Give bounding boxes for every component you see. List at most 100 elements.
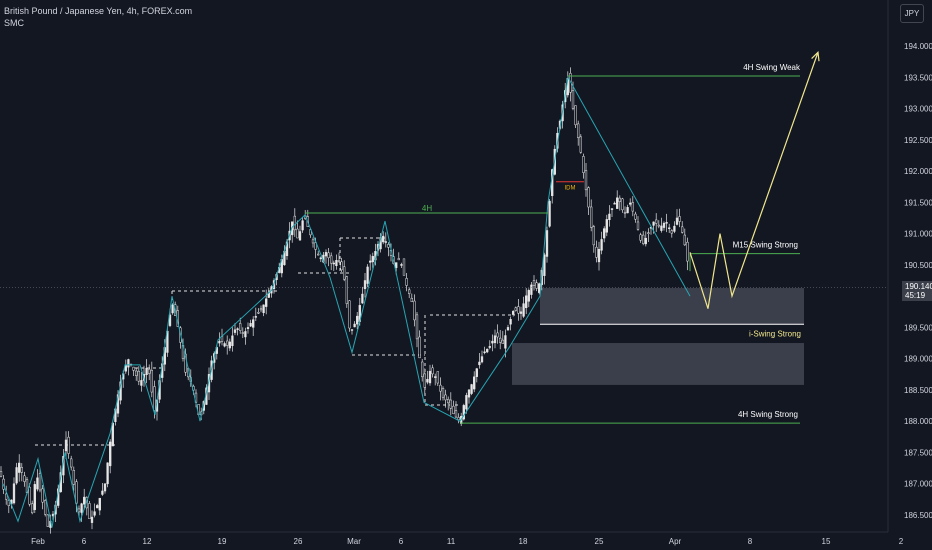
zone-box [512, 343, 804, 385]
candle-body [431, 367, 434, 375]
candle-body [171, 304, 174, 314]
candle-body [41, 488, 44, 503]
candle-body [421, 361, 424, 378]
candle-body [252, 319, 255, 328]
candle-body [675, 217, 679, 225]
swing-strong-label: 4H Swing Strong [738, 410, 798, 419]
candle-body [319, 257, 322, 260]
candle-body [501, 339, 504, 344]
candle-body [545, 230, 549, 257]
candle-body [480, 356, 484, 363]
zigzag-line [2, 75, 691, 528]
candle-body [400, 264, 403, 266]
candle-body [462, 405, 465, 420]
candle-body [111, 422, 114, 447]
candle-body [101, 490, 104, 495]
candle-body [96, 505, 99, 509]
candle-body [18, 462, 21, 473]
currency-button[interactable]: JPY [900, 4, 924, 23]
candle-body [46, 514, 49, 527]
candle-body [228, 341, 231, 349]
candle-body [335, 260, 338, 266]
candle-body [610, 208, 614, 210]
candle-body [153, 386, 156, 411]
time-tick-label: Apr [669, 537, 682, 546]
candle-body [387, 244, 390, 248]
candle-body [592, 226, 595, 246]
time-tick-label: 2 [899, 537, 904, 546]
price-tick-label: 187.000 [904, 480, 932, 489]
candle-body [405, 278, 408, 286]
candle-body [683, 234, 686, 246]
candle-body [488, 346, 491, 348]
candle-body [80, 503, 83, 513]
candle-body [98, 497, 101, 511]
time-tick-label: 25 [595, 537, 604, 546]
candle-body [397, 258, 400, 261]
candle-body [90, 516, 94, 523]
candle-body [582, 156, 585, 173]
candle-body [236, 328, 239, 330]
candle-body [415, 314, 419, 340]
i-swing-label: i-Swing Strong [749, 329, 801, 338]
candle-body [467, 389, 471, 398]
candle-body [137, 370, 140, 382]
candle-body [345, 276, 348, 304]
candle-body [636, 221, 640, 230]
candle-body [530, 284, 533, 295]
candle-body [475, 368, 478, 377]
candle-body [254, 316, 257, 318]
zone-box [540, 288, 804, 325]
candle-body [145, 367, 148, 376]
candle-body [584, 170, 588, 191]
price-tick-label: 191.000 [904, 230, 932, 239]
price-tick-label: 194.000 [904, 42, 932, 51]
candle-body [465, 395, 468, 410]
candle-body [681, 226, 684, 233]
candle-body [226, 340, 229, 346]
candle-body [483, 351, 486, 354]
candle-body [116, 394, 120, 414]
candle-body [259, 308, 263, 311]
candle-body [571, 90, 575, 109]
candle-body [473, 376, 476, 390]
candle-body [109, 441, 112, 467]
candle-body [20, 467, 23, 473]
candle-body [293, 215, 296, 231]
time-tick-label: 15 [822, 537, 831, 546]
candle-body [678, 216, 681, 222]
candle-body [72, 470, 75, 485]
candle-body [597, 248, 601, 263]
candle-body [595, 246, 598, 258]
candle-body [423, 373, 426, 388]
candle-body [434, 376, 437, 378]
candle-body [249, 323, 252, 327]
candle-body [127, 359, 130, 368]
candle-body [603, 228, 606, 239]
m15-level-label: M15 Swing Strong [733, 241, 798, 250]
candle-body [265, 298, 268, 307]
projection-path [689, 52, 819, 309]
candle-body [244, 331, 247, 338]
candle-body [23, 475, 26, 482]
candle-body [348, 300, 351, 329]
candle-body [486, 348, 489, 353]
candle-body [0, 471, 3, 477]
candle-body [36, 477, 39, 490]
price-tick-label: 191.500 [904, 198, 932, 207]
candle-body [631, 202, 634, 212]
candle-body [436, 371, 439, 384]
candle-body [587, 187, 590, 208]
candle-body [496, 332, 499, 338]
indicator-label: SMC [4, 18, 24, 28]
candle-body [148, 368, 151, 374]
candle-body [655, 219, 658, 224]
candle-body [350, 329, 354, 331]
h4-level-label: 4H [422, 204, 432, 213]
candle-body [330, 255, 333, 264]
candle-body [77, 508, 81, 513]
candle-body [491, 340, 494, 344]
time-tick-label: 11 [447, 537, 456, 546]
candle-body [673, 225, 676, 232]
